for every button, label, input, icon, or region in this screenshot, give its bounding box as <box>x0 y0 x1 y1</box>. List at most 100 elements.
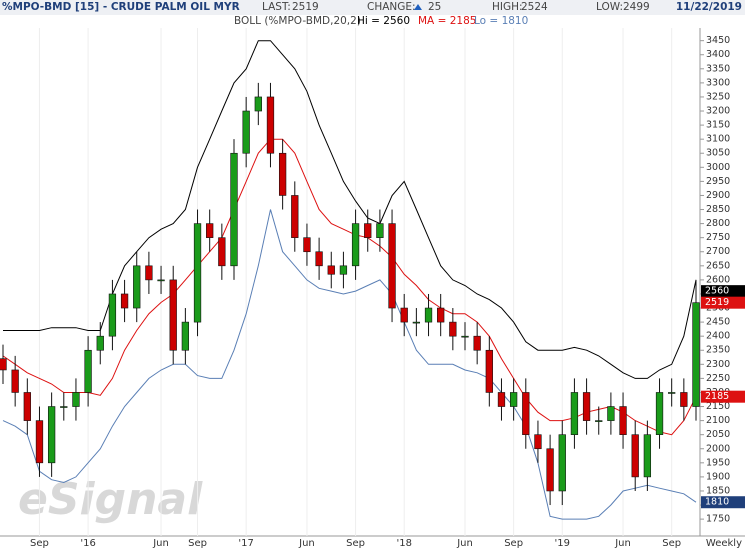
low-value: 2499 <box>623 1 650 13</box>
candle-body <box>668 392 676 394</box>
candle-body <box>351 223 360 267</box>
band-line <box>2 138 697 436</box>
x-tick-label: Jun <box>298 538 315 549</box>
candle-body <box>558 434 566 492</box>
price-tag <box>701 496 745 509</box>
price-tag-label: 2519 <box>705 297 729 308</box>
candle-body <box>692 302 700 407</box>
x-tick-label: Sep <box>504 538 523 549</box>
candle-body <box>218 237 226 267</box>
x-tick-label: Sep <box>188 538 207 549</box>
candle-body <box>230 152 238 267</box>
candle-body <box>242 110 250 154</box>
candle-body <box>595 420 603 422</box>
x-tick-label: Jun <box>456 538 473 549</box>
candle-body <box>461 335 469 338</box>
candle-body <box>449 321 457 337</box>
x-tick-label: Jun <box>614 538 631 549</box>
candle-body <box>631 434 639 478</box>
candle-body <box>680 392 688 407</box>
y-tick-label: 2300 <box>706 359 730 370</box>
candle-body <box>376 223 384 238</box>
candle-body <box>327 265 335 275</box>
candle-body <box>497 392 506 407</box>
candle-body <box>23 392 31 421</box>
y-tick-label: 2850 <box>706 204 730 215</box>
candle-body <box>206 223 214 238</box>
y-tick-label: 2000 <box>706 443 730 454</box>
candle-body <box>619 406 627 435</box>
candle-body <box>169 279 177 351</box>
candle-body <box>509 392 518 407</box>
symbol: %MPO-BMD [15] - CRUDE PALM OIL MYR <box>2 1 240 13</box>
y-tick-label: 2450 <box>706 317 730 328</box>
price-tag <box>701 285 745 298</box>
interval-label: Weekly <box>706 538 742 549</box>
change-value: 25 <box>428 1 441 13</box>
y-tick-label: 1850 <box>706 485 730 496</box>
price-tag-label: 2185 <box>705 391 729 402</box>
watermark: eSignal <box>18 474 203 525</box>
candle-body <box>108 293 117 337</box>
candle-body <box>485 349 493 393</box>
y-tick-label: 2950 <box>706 176 730 187</box>
high-value: 2524 <box>521 1 548 13</box>
x-tick-label: '17 <box>238 538 253 549</box>
candle-body <box>291 195 299 238</box>
candle-body <box>424 307 433 323</box>
up-arrow-icon <box>414 4 422 10</box>
candle-body <box>582 392 591 421</box>
candle-body <box>133 265 141 309</box>
candle-body <box>181 321 190 351</box>
change-label: CHANGE: <box>367 1 416 13</box>
candle-body <box>266 96 275 154</box>
x-tick-label: Sep <box>346 538 365 549</box>
candle-body <box>47 406 56 464</box>
band-line <box>2 209 697 520</box>
ma-text: MA = 2185 <box>418 15 476 27</box>
x-tick-label: '19 <box>555 538 570 549</box>
y-tick-label: 1950 <box>706 457 730 468</box>
price-tag-label: 1810 <box>705 497 729 508</box>
candle-body <box>303 237 311 253</box>
y-tick-label: 3300 <box>706 77 730 88</box>
y-tick-label: 2100 <box>706 415 730 426</box>
y-tick-label: 3450 <box>706 35 730 46</box>
last-label: LAST: <box>262 1 291 13</box>
candle-body <box>96 335 104 351</box>
low-label: LOW: <box>596 1 623 13</box>
candle-body <box>607 406 615 421</box>
y-tick-label: 2800 <box>706 218 730 229</box>
candle-body <box>278 152 287 196</box>
price-tag <box>701 296 745 309</box>
candle-body <box>473 335 481 351</box>
y-tick-label: 3050 <box>706 148 730 159</box>
header-bar <box>0 0 745 15</box>
candle-body <box>522 392 530 435</box>
y-tick-label: 1750 <box>706 514 730 525</box>
candle-body <box>11 369 19 393</box>
y-tick-label: 2050 <box>706 429 730 440</box>
y-tick-label: 3000 <box>706 162 730 173</box>
x-tick-label: Sep <box>30 538 49 549</box>
candle-body <box>437 307 445 323</box>
candle-body <box>157 279 165 282</box>
y-tick-label: 2700 <box>706 246 730 257</box>
y-tick-label: 3400 <box>706 49 730 60</box>
candle-body <box>655 392 664 435</box>
y-tick-label: 3150 <box>706 120 730 131</box>
date: 11/22/2019 <box>676 1 742 13</box>
y-tick-label: 3350 <box>706 63 730 74</box>
x-tick-label: Jun <box>152 538 169 549</box>
candle-body <box>254 96 262 112</box>
candle-body <box>388 223 396 309</box>
x-tick-label: '16 <box>80 538 95 549</box>
y-tick-label: 3100 <box>706 134 730 145</box>
candle-body <box>400 307 408 323</box>
y-tick-label: 2250 <box>706 373 730 384</box>
candle-body <box>546 448 554 492</box>
y-tick-label: 2150 <box>706 401 730 412</box>
candle-body <box>534 434 542 450</box>
y-tick-label: 2650 <box>706 260 730 271</box>
